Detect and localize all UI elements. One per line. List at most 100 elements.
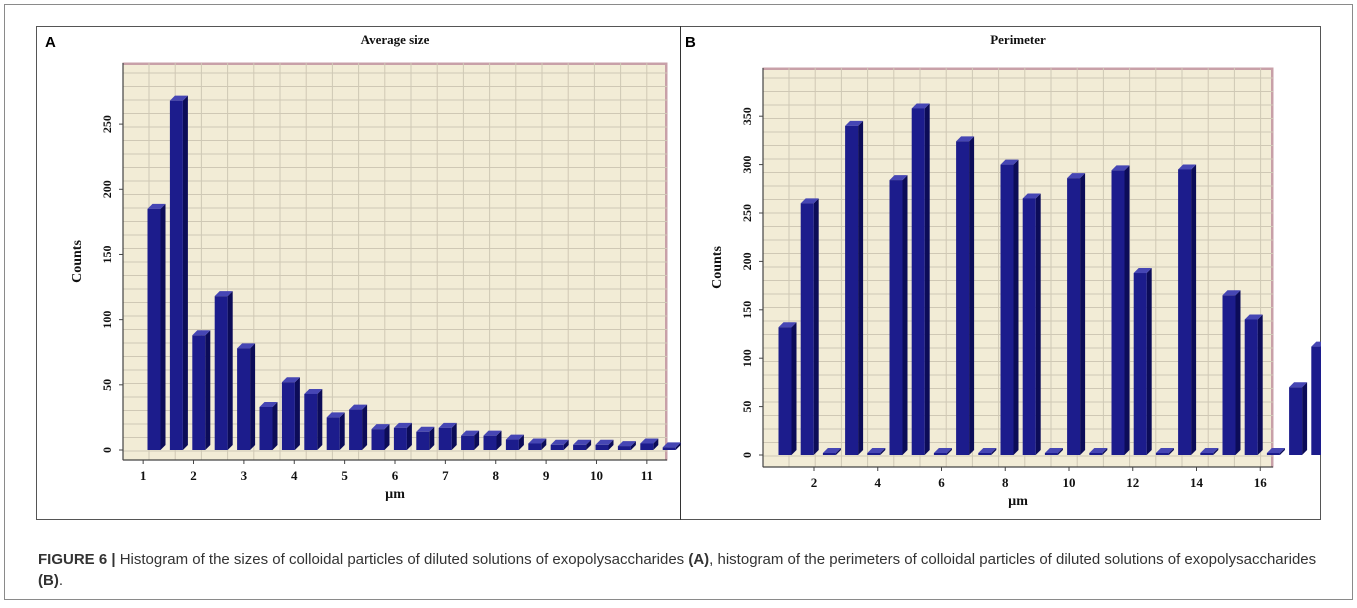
x-tick-label: 4 bbox=[875, 475, 882, 490]
y-tick-label: 150 bbox=[100, 245, 114, 263]
bar-top bbox=[867, 448, 886, 453]
bar-side bbox=[1168, 448, 1174, 455]
bar-side bbox=[518, 434, 524, 450]
bar-side bbox=[160, 203, 166, 450]
bar-front bbox=[573, 444, 587, 450]
bar-top bbox=[822, 448, 841, 453]
bar bbox=[371, 424, 390, 450]
bar bbox=[1089, 448, 1108, 455]
caption-label: FIGURE 6 | bbox=[38, 551, 116, 568]
bar-top bbox=[1266, 448, 1285, 453]
bar-top bbox=[393, 422, 412, 428]
bar-front bbox=[1289, 387, 1303, 455]
bar bbox=[169, 95, 188, 451]
bar-side bbox=[608, 439, 614, 450]
bar-top bbox=[1289, 382, 1308, 388]
bar bbox=[281, 377, 300, 450]
bar bbox=[1178, 164, 1197, 455]
bar-front bbox=[1311, 346, 1321, 455]
bar-front bbox=[1044, 453, 1058, 455]
x-tick-label: 6 bbox=[392, 468, 399, 483]
bar-front bbox=[259, 406, 273, 450]
y-tick-label: 200 bbox=[740, 252, 754, 270]
x-tick-label: 10 bbox=[1063, 475, 1076, 490]
bar-side bbox=[451, 422, 457, 450]
bar-top bbox=[304, 388, 323, 394]
bar-side bbox=[991, 448, 997, 455]
bar-top bbox=[1133, 268, 1152, 274]
bar-front bbox=[371, 429, 385, 450]
x-tick-label: 4 bbox=[291, 468, 298, 483]
bar-front bbox=[978, 453, 992, 455]
bar-front bbox=[1155, 453, 1169, 455]
y-tick-label: 150 bbox=[740, 301, 754, 319]
bar-side bbox=[675, 442, 681, 450]
bar bbox=[1067, 173, 1086, 456]
bar bbox=[889, 175, 908, 455]
bar-top bbox=[933, 448, 952, 453]
bar-top bbox=[550, 439, 569, 445]
bar-front bbox=[1111, 170, 1125, 455]
bar-top bbox=[169, 95, 188, 101]
bar-side bbox=[317, 388, 323, 450]
x-tick-label: 8 bbox=[1002, 475, 1009, 490]
bar bbox=[237, 343, 256, 450]
x-tick-label: 16 bbox=[1254, 475, 1268, 490]
bar-top bbox=[800, 198, 819, 204]
caption-ref-b: (B) bbox=[38, 572, 59, 589]
figure-frame bbox=[4, 4, 1353, 600]
chart-title: Average size bbox=[361, 32, 430, 47]
bar-side bbox=[384, 424, 390, 450]
bar-top bbox=[911, 103, 930, 109]
bar-front bbox=[349, 409, 363, 450]
bar-top bbox=[281, 377, 300, 383]
bar bbox=[800, 198, 819, 455]
bar-front bbox=[595, 444, 609, 450]
bar bbox=[1266, 448, 1285, 455]
bar-front bbox=[416, 431, 430, 450]
bar bbox=[778, 322, 797, 455]
bar-front bbox=[889, 180, 903, 455]
x-tick-label: 1 bbox=[140, 468, 147, 483]
bar-side bbox=[1191, 164, 1197, 455]
bar bbox=[528, 438, 547, 450]
y-tick-label: 100 bbox=[100, 311, 114, 329]
bar-front bbox=[1133, 273, 1147, 455]
bar-top bbox=[528, 438, 547, 444]
bar-front bbox=[911, 108, 925, 456]
bar-side bbox=[880, 448, 886, 455]
bar-side bbox=[653, 438, 659, 450]
bar-side bbox=[1057, 448, 1063, 455]
x-tick-label: 7 bbox=[442, 468, 449, 483]
bar-top bbox=[349, 404, 368, 410]
bar-side bbox=[1146, 268, 1152, 455]
bar-top bbox=[778, 322, 797, 328]
bar-top bbox=[483, 430, 502, 436]
bar-side bbox=[205, 330, 211, 450]
y-axis-label: Counts bbox=[70, 240, 85, 283]
bar-front bbox=[550, 444, 564, 450]
bar-front bbox=[662, 447, 676, 450]
panels-border bbox=[36, 26, 1321, 520]
bar-front bbox=[326, 417, 340, 450]
bar-side bbox=[250, 343, 256, 450]
bar-front bbox=[845, 125, 859, 455]
bar-front bbox=[461, 435, 475, 450]
x-axis-label: µm bbox=[1008, 494, 1028, 509]
bar bbox=[1133, 268, 1152, 455]
bar-top bbox=[147, 203, 166, 209]
bar-front bbox=[956, 141, 970, 456]
bar-side bbox=[630, 441, 636, 450]
bar bbox=[1200, 448, 1219, 455]
bar-top bbox=[416, 426, 435, 432]
bar bbox=[617, 441, 636, 450]
bar-side bbox=[1213, 448, 1219, 455]
y-tick-label: 0 bbox=[100, 447, 114, 453]
bar-top bbox=[1111, 165, 1130, 171]
bar bbox=[461, 430, 480, 450]
bar-side bbox=[1102, 448, 1108, 455]
bar bbox=[1155, 448, 1174, 455]
x-tick-label: 2 bbox=[190, 468, 197, 483]
bar-front bbox=[800, 203, 814, 455]
bar bbox=[1022, 193, 1041, 456]
